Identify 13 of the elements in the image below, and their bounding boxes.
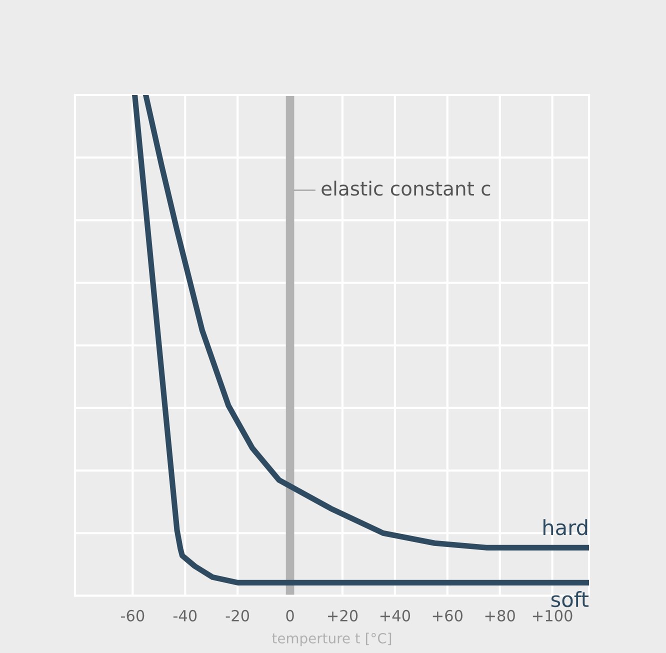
x-tick-label: +20 (328, 610, 358, 622)
x-tick-label: +80 (485, 610, 515, 622)
x-tick-label: -40 (173, 610, 197, 622)
series-label: hard (544, 519, 588, 536)
x-axis-title: temperture t [°C] (272, 632, 392, 646)
x-tick-label: 0 (286, 610, 294, 622)
x-tick-label: -60 (120, 610, 144, 622)
x-tick-label: +60 (432, 610, 462, 622)
x-tick-label: -20 (226, 610, 250, 622)
series-label: soft (551, 591, 589, 608)
ref-line-label: elastic constant c (322, 180, 490, 196)
x-tick-label: +40 (380, 610, 410, 622)
x-tick-label: +100 (532, 610, 572, 622)
